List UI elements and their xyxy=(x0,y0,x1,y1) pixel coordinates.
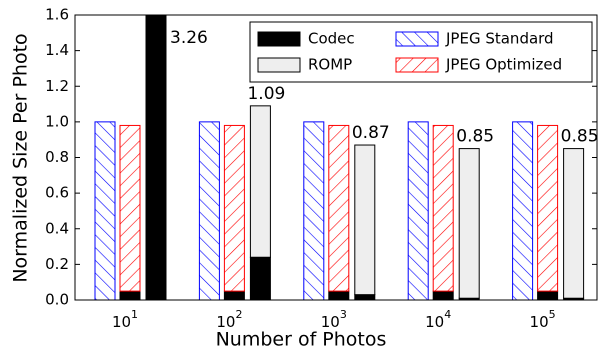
bar-segment xyxy=(432,124,454,292)
x-tick-base: 10 xyxy=(112,313,131,331)
x-tick-label: 103 xyxy=(321,308,347,331)
legend-swatch xyxy=(395,31,439,47)
value-label: 0.87 xyxy=(352,123,390,143)
y-tick-label: 0.2 xyxy=(45,255,69,273)
y-tick-label: 1.4 xyxy=(45,41,69,59)
x-tick-exp: 2 xyxy=(235,308,242,321)
bar-segment xyxy=(563,148,585,299)
y-tick-label: 0.0 xyxy=(45,291,69,309)
bar-segment xyxy=(512,121,534,300)
bar-segment xyxy=(145,15,167,300)
legend-label: JPEG Standard xyxy=(445,30,554,48)
bar-segment xyxy=(119,124,141,292)
y-tick-label: 1.0 xyxy=(45,112,69,130)
bar-segment xyxy=(407,121,429,300)
x-tick-label: 104 xyxy=(425,308,451,331)
bar-segment xyxy=(303,121,325,300)
plot-area xyxy=(94,15,585,300)
x-tick-base: 10 xyxy=(530,313,549,331)
legend-swatch xyxy=(395,57,439,73)
bar-segment xyxy=(537,124,559,292)
bar-segment xyxy=(354,144,376,296)
x-tick-base: 10 xyxy=(216,313,235,331)
legend-label: Codec xyxy=(308,30,355,48)
value-label: 1.09 xyxy=(247,84,285,104)
value-label: 0.85 xyxy=(561,127,599,147)
bar-segment xyxy=(458,148,480,299)
bar-segment xyxy=(223,124,245,292)
x-tick-label: 101 xyxy=(112,308,138,331)
x-tick-exp: 1 xyxy=(131,308,138,321)
value-label: 3.26 xyxy=(170,28,208,48)
legend-label: ROMP xyxy=(308,56,352,74)
y-axis-label: Normalized Size Per Photo xyxy=(10,33,32,282)
x-axis-label: Number of Photos xyxy=(216,329,387,351)
plot-frame xyxy=(74,14,598,301)
bar-segment xyxy=(198,121,220,300)
legend-swatch xyxy=(257,31,301,47)
x-tick-label: 102 xyxy=(216,308,242,331)
bar-segment xyxy=(94,121,116,300)
bar-segment xyxy=(249,256,271,300)
x-tick-base: 10 xyxy=(425,313,444,331)
bar-segment xyxy=(354,294,376,300)
bar-segment xyxy=(328,124,350,292)
y-tick-label: 0.6 xyxy=(45,184,69,202)
bar-segment xyxy=(249,105,271,258)
x-tick-exp: 3 xyxy=(340,308,347,321)
y-tick-label: 1.2 xyxy=(45,77,69,95)
x-tick-exp: 5 xyxy=(549,308,556,321)
y-tick-label: 0.8 xyxy=(45,148,69,166)
legend-label: JPEG Optimized xyxy=(445,56,562,74)
value-label: 0.85 xyxy=(456,127,494,147)
x-tick-base: 10 xyxy=(321,313,340,331)
y-tick-label: 1.6 xyxy=(45,6,69,24)
x-tick-label: 105 xyxy=(530,308,556,331)
x-tick-exp: 4 xyxy=(444,308,451,321)
legend-swatch xyxy=(257,57,301,73)
y-tick-label: 0.4 xyxy=(45,219,69,237)
